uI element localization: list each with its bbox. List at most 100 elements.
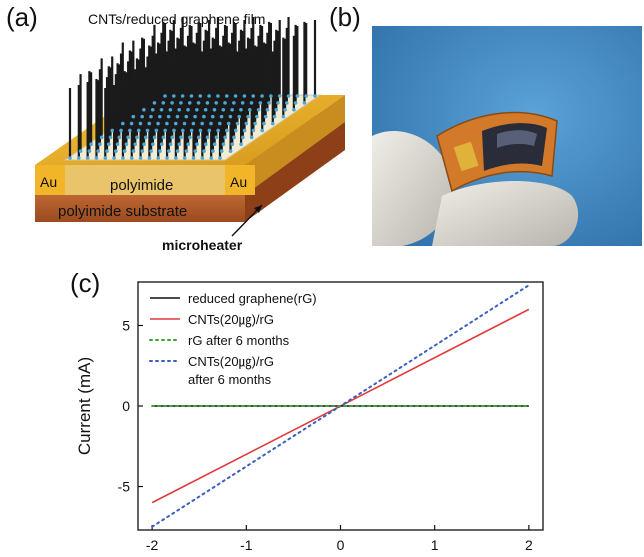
cnt-base	[117, 135, 122, 140]
cnt-base	[251, 128, 256, 133]
x-tick-label: 1	[431, 537, 439, 553]
polyimide-label: polyimide	[110, 177, 173, 194]
cnt-base	[284, 101, 289, 105]
cnt-base	[170, 135, 175, 140]
cnt-base	[239, 107, 243, 112]
cnt-base	[191, 121, 196, 126]
cnt-base	[219, 114, 224, 119]
cnt-base	[159, 107, 164, 112]
cnt-base	[186, 107, 190, 112]
cnt-base	[172, 94, 176, 98]
cnt-base	[200, 156, 205, 160]
cnt-base	[122, 149, 127, 153]
cnt-base	[216, 94, 220, 98]
legend-label: CNTs(20㎍)/rG	[188, 312, 274, 328]
cnt-base	[78, 149, 83, 153]
cnt-base	[177, 142, 182, 147]
cnt-base	[129, 156, 134, 160]
cnt-base	[187, 101, 192, 105]
cnt-base	[189, 128, 194, 133]
cnt-base	[277, 94, 282, 98]
panel-label-c: (c)	[70, 268, 101, 298]
cnt-base	[156, 156, 161, 160]
cnt-base	[286, 94, 291, 98]
cnt-base	[209, 156, 213, 160]
cnt-base	[207, 94, 211, 98]
cnt-base	[230, 107, 234, 112]
panel-label-b: (b)	[329, 2, 361, 32]
cnt-base	[246, 114, 250, 119]
cnt-base	[239, 142, 243, 147]
cnt-forest	[68, 17, 317, 160]
cnt-base	[219, 149, 224, 153]
cnt-base	[237, 114, 242, 119]
y-tick-label: 5	[122, 317, 130, 333]
gold-pad	[453, 141, 479, 172]
cnt-base	[158, 149, 162, 153]
cnt-base	[129, 121, 134, 126]
cnt-base	[191, 156, 196, 160]
cnt-base	[193, 149, 198, 153]
x-tick-label: -2	[146, 537, 159, 553]
cnt-base	[175, 149, 180, 153]
cnt-base	[181, 128, 185, 133]
cnt-base	[214, 101, 219, 105]
cnt-base	[274, 107, 279, 112]
cnt-base	[200, 121, 204, 126]
cnt-base	[262, 121, 266, 126]
gold-layer-side	[245, 95, 345, 195]
cnt-base	[121, 156, 125, 160]
cnt-base	[184, 114, 189, 119]
cnt-base	[108, 135, 113, 140]
cnt-base	[147, 121, 152, 126]
cnt-base	[281, 114, 286, 119]
cnt-base	[207, 128, 212, 133]
y-tick-label: 0	[122, 398, 130, 414]
cnt-base	[270, 121, 275, 126]
cnt-base	[196, 101, 201, 105]
cnt-base	[184, 149, 189, 153]
x-tick-label: 0	[337, 537, 345, 553]
cnt-base	[260, 94, 264, 98]
cnt-base	[182, 121, 187, 126]
legend-label: after 6 months	[188, 372, 272, 387]
cnt-base	[233, 94, 238, 98]
cnt-base	[225, 128, 229, 133]
cnt-base	[77, 156, 81, 160]
cnt-base	[168, 142, 173, 147]
cnt-base	[232, 101, 236, 105]
cnt-base	[168, 107, 173, 112]
cnt-base	[241, 135, 245, 140]
cnt-base	[105, 149, 109, 153]
cnt-base	[204, 142, 208, 147]
cnt-base	[163, 94, 167, 98]
finger-left	[372, 130, 454, 246]
cnt-base	[230, 142, 235, 147]
cnt-base	[205, 135, 210, 140]
cnt-base	[170, 101, 174, 105]
cnt-base	[87, 149, 92, 153]
cnt-base	[135, 135, 139, 140]
cnt-base	[124, 142, 129, 147]
cnt-base	[253, 121, 257, 126]
cnt-base	[223, 101, 227, 105]
cnt-base	[138, 156, 143, 160]
cnt-base	[295, 94, 300, 98]
cnt-base	[145, 128, 150, 133]
cnt-base	[249, 135, 254, 140]
cnt-base	[203, 107, 208, 112]
cnt-base	[249, 101, 254, 105]
cnt-base	[276, 101, 280, 105]
cnt-base	[228, 114, 233, 119]
cnt-base	[258, 101, 263, 105]
cnt-base	[221, 142, 226, 147]
cnt-base	[165, 121, 169, 126]
cnt-base	[114, 149, 118, 153]
cnt-base	[260, 128, 265, 133]
cnt-base	[147, 156, 152, 160]
cnt-base	[265, 107, 270, 112]
cnt-base	[128, 128, 132, 133]
cnt-base	[247, 107, 252, 112]
y-tick-label: -5	[118, 479, 131, 495]
device-schematic: CNTs/reduced graphene film Au Au polyimi…	[35, 11, 345, 253]
